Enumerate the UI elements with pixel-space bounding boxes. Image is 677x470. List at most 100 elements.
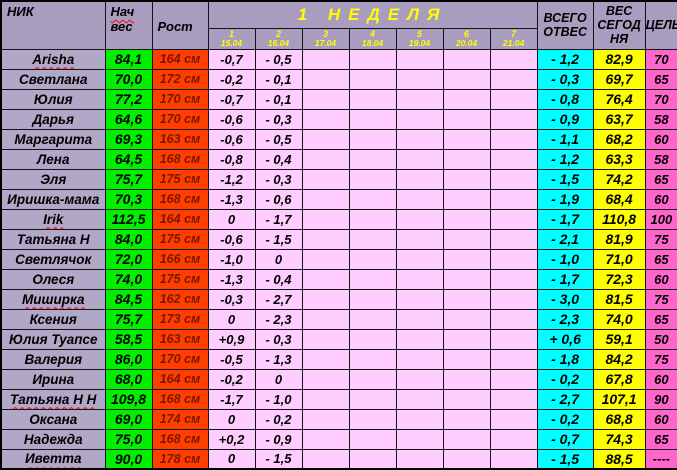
day-cell-3[interactable] bbox=[301, 228, 350, 250]
goal-cell[interactable]: 65 bbox=[644, 308, 677, 330]
goal-cell[interactable]: 58 bbox=[644, 148, 677, 170]
name-cell[interactable]: Иришка-мама bbox=[0, 188, 106, 210]
day-cell-3[interactable] bbox=[301, 88, 350, 110]
weight-today-cell[interactable]: 82,9 bbox=[592, 48, 646, 70]
height-cell[interactable]: 170 см bbox=[151, 348, 209, 370]
day-cell-7[interactable] bbox=[489, 328, 538, 350]
day-cell-4[interactable] bbox=[348, 308, 397, 330]
day-cell-7[interactable] bbox=[489, 168, 538, 190]
day-cell-5[interactable] bbox=[395, 108, 444, 130]
day-cell-4[interactable] bbox=[348, 88, 397, 110]
day-cell-7[interactable] bbox=[489, 108, 538, 130]
goal-cell[interactable]: 60 bbox=[644, 268, 677, 290]
goal-cell[interactable]: 65 bbox=[644, 68, 677, 90]
day-cell-5[interactable] bbox=[395, 268, 444, 290]
weight-today-cell[interactable]: 81,5 bbox=[592, 288, 646, 310]
goal-cell[interactable]: 75 bbox=[644, 288, 677, 310]
day-cell-2[interactable]: - 1,5 bbox=[254, 228, 303, 250]
day-cell-4[interactable] bbox=[348, 368, 397, 390]
goal-cell[interactable]: ---- bbox=[644, 448, 677, 470]
day-cell-1[interactable]: -0,3 bbox=[207, 288, 256, 310]
start-weight-cell[interactable]: 77,2 bbox=[104, 88, 153, 110]
day-cell-3[interactable] bbox=[301, 128, 350, 150]
day-cell-4[interactable] bbox=[348, 288, 397, 310]
day-cell-2[interactable]: - 0,4 bbox=[254, 148, 303, 170]
name-cell[interactable]: Эля bbox=[0, 168, 106, 190]
day-cell-4[interactable] bbox=[348, 148, 397, 170]
day-cell-5[interactable] bbox=[395, 448, 444, 470]
day-cell-7[interactable] bbox=[489, 248, 538, 270]
day-cell-5[interactable] bbox=[395, 408, 444, 430]
day-cell-1[interactable]: 0 bbox=[207, 308, 256, 330]
total-loss-cell[interactable]: - 1,1 bbox=[536, 128, 594, 150]
day-cell-3[interactable] bbox=[301, 48, 350, 70]
day-cell-2[interactable]: - 0,2 bbox=[254, 408, 303, 430]
start-weight-cell[interactable]: 84,5 bbox=[104, 288, 153, 310]
name-cell[interactable]: Миширка bbox=[0, 288, 106, 310]
day-cell-6[interactable] bbox=[442, 328, 491, 350]
weight-today-cell[interactable]: 84,2 bbox=[592, 348, 646, 370]
day-cell-1[interactable]: -1,3 bbox=[207, 188, 256, 210]
day-cell-6[interactable] bbox=[442, 188, 491, 210]
day-cell-3[interactable] bbox=[301, 188, 350, 210]
day-cell-4[interactable] bbox=[348, 108, 397, 130]
name-cell[interactable]: Ирина bbox=[0, 368, 106, 390]
day-cell-2[interactable]: - 0,1 bbox=[254, 88, 303, 110]
day-cell-1[interactable]: -0,2 bbox=[207, 368, 256, 390]
weight-today-cell[interactable]: 63,7 bbox=[592, 108, 646, 130]
start-weight-cell[interactable]: 70,0 bbox=[104, 68, 153, 90]
day-cell-3[interactable] bbox=[301, 148, 350, 170]
day-cell-5[interactable] bbox=[395, 288, 444, 310]
day-cell-2[interactable]: 0 bbox=[254, 248, 303, 270]
day-cell-5[interactable] bbox=[395, 48, 444, 70]
height-cell[interactable]: 170 см bbox=[151, 88, 209, 110]
height-cell[interactable]: 175 см bbox=[151, 228, 209, 250]
day-cell-6[interactable] bbox=[442, 448, 491, 470]
day-cell-2[interactable]: - 0,3 bbox=[254, 168, 303, 190]
height-cell[interactable]: 166 см bbox=[151, 248, 209, 270]
weight-today-cell[interactable]: 81,9 bbox=[592, 228, 646, 250]
day-cell-4[interactable] bbox=[348, 208, 397, 230]
day-cell-1[interactable]: +0,9 bbox=[207, 328, 256, 350]
day-cell-4[interactable] bbox=[348, 128, 397, 150]
day-cell-6[interactable] bbox=[442, 288, 491, 310]
day-cell-4[interactable] bbox=[348, 228, 397, 250]
goal-cell[interactable]: 75 bbox=[644, 348, 677, 370]
start-weight-cell[interactable]: 70,3 bbox=[104, 188, 153, 210]
day-cell-2[interactable]: - 0,3 bbox=[254, 108, 303, 130]
day-cell-7[interactable] bbox=[489, 428, 538, 450]
name-cell[interactable]: Irik bbox=[0, 208, 106, 230]
goal-cell[interactable]: 60 bbox=[644, 408, 677, 430]
header-day-2[interactable]: 2 16.04 bbox=[254, 27, 303, 50]
day-cell-3[interactable] bbox=[301, 268, 350, 290]
start-weight-cell[interactable]: 58,5 bbox=[104, 328, 153, 350]
day-cell-1[interactable]: -1,3 bbox=[207, 268, 256, 290]
day-cell-3[interactable] bbox=[301, 108, 350, 130]
day-cell-6[interactable] bbox=[442, 428, 491, 450]
name-cell[interactable]: Юлия Туапсе bbox=[0, 328, 106, 350]
weight-today-cell[interactable]: 67,8 bbox=[592, 368, 646, 390]
start-weight-cell[interactable]: 109,8 bbox=[104, 388, 153, 410]
height-cell[interactable]: 173 см bbox=[151, 308, 209, 330]
total-loss-cell[interactable]: - 1,8 bbox=[536, 348, 594, 370]
total-loss-cell[interactable]: - 2,7 bbox=[536, 388, 594, 410]
day-cell-5[interactable] bbox=[395, 228, 444, 250]
day-cell-6[interactable] bbox=[442, 308, 491, 330]
day-cell-7[interactable] bbox=[489, 408, 538, 430]
day-cell-2[interactable]: - 1,3 bbox=[254, 348, 303, 370]
name-cell[interactable]: Светлячок bbox=[0, 248, 106, 270]
start-weight-cell[interactable]: 68,0 bbox=[104, 368, 153, 390]
day-cell-7[interactable] bbox=[489, 208, 538, 230]
name-cell[interactable]: Валерия bbox=[0, 348, 106, 370]
day-cell-2[interactable]: - 0,9 bbox=[254, 428, 303, 450]
day-cell-3[interactable] bbox=[301, 348, 350, 370]
header-day-5[interactable]: 5 19.04 bbox=[395, 27, 444, 50]
total-loss-cell[interactable]: - 0,3 bbox=[536, 68, 594, 90]
day-cell-5[interactable] bbox=[395, 168, 444, 190]
header-total-loss[interactable]: ВСЕГО ОТВЕС bbox=[536, 0, 594, 50]
weight-today-cell[interactable]: 68,8 bbox=[592, 408, 646, 430]
day-cell-4[interactable] bbox=[348, 408, 397, 430]
day-cell-1[interactable]: -0,5 bbox=[207, 348, 256, 370]
day-cell-5[interactable] bbox=[395, 188, 444, 210]
start-weight-cell[interactable]: 69,3 bbox=[104, 128, 153, 150]
